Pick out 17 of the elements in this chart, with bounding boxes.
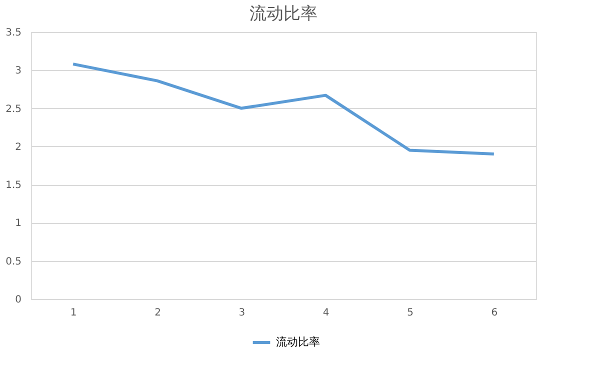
y-tick-label: 0.5 xyxy=(6,256,22,268)
x-tick-label: 2 xyxy=(154,308,161,318)
y-tick-label: 2 xyxy=(15,142,22,153)
chart-title: 流动比率 xyxy=(250,4,318,24)
line-series xyxy=(72,62,496,156)
x-tick-label: 5 xyxy=(407,308,414,318)
y-tick-label: 1.5 xyxy=(6,180,22,192)
x-tick-label: 3 xyxy=(238,308,246,318)
legend-label: 流动比率 xyxy=(276,336,320,348)
y-tick-label: 2.5 xyxy=(6,104,22,115)
x-tick-label: 6 xyxy=(491,308,498,318)
x-tick-label: 4 xyxy=(322,308,330,318)
y-tick-label: 0 xyxy=(15,294,22,306)
y-tick-label: 3.5 xyxy=(6,28,22,38)
y-tick-label: 3 xyxy=(15,66,22,77)
x-tick-label: 1 xyxy=(70,308,77,318)
y-tick-label: 1 xyxy=(15,218,22,230)
